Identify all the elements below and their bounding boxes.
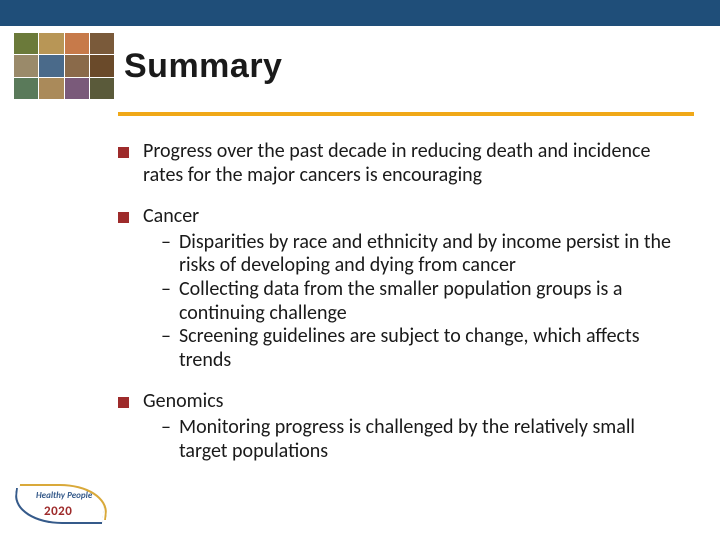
dash-icon: – <box>161 278 171 325</box>
bullet-text: Progress over the past decade in reducin… <box>143 140 686 187</box>
bullet-item: Cancer –Disparities by race and ethnicit… <box>118 205 686 372</box>
dash-icon: – <box>161 325 171 372</box>
sub-bullet-text: Screening guidelines are subject to chan… <box>179 325 686 372</box>
sub-bullet-text: Monitoring progress is challenged by the… <box>179 416 686 463</box>
logo-text-line1: Healthy People <box>36 490 92 501</box>
square-bullet-icon <box>118 147 129 158</box>
sub-bullet: –Screening guidelines are subject to cha… <box>161 325 686 372</box>
sub-bullet: –Monitoring progress is challenged by th… <box>161 416 686 463</box>
header: Summary <box>0 26 720 106</box>
sub-bullet: –Disparities by race and ethnicity and b… <box>161 231 686 278</box>
bullet-text: Genomics <box>143 390 686 414</box>
dash-icon: – <box>161 231 171 278</box>
dash-icon: – <box>161 416 171 463</box>
square-bullet-icon <box>118 212 129 223</box>
square-bullet-icon <box>118 397 129 408</box>
healthy-people-logo: Healthy People 2020 <box>14 482 104 526</box>
top-band <box>0 0 720 26</box>
accent-line <box>118 112 694 116</box>
bullet-item: Progress over the past decade in reducin… <box>118 140 686 187</box>
sub-bullet-text: Collecting data from the smaller populat… <box>179 278 686 325</box>
bullet-text: Cancer <box>143 205 686 229</box>
logo-year: 2020 <box>44 504 72 519</box>
body-content: Progress over the past decade in reducin… <box>118 140 686 481</box>
slide: Summary Progress over the past decade in… <box>0 0 720 540</box>
bullet-item: Genomics –Monitoring progress is challen… <box>118 390 686 463</box>
sub-bullet: –Collecting data from the smaller popula… <box>161 278 686 325</box>
image-collage <box>14 33 114 99</box>
page-title: Summary <box>124 47 282 86</box>
sub-bullet-text: Disparities by race and ethnicity and by… <box>179 231 686 278</box>
